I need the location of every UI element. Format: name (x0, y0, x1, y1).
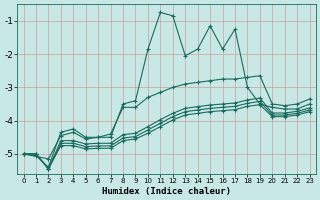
X-axis label: Humidex (Indice chaleur): Humidex (Indice chaleur) (102, 187, 231, 196)
